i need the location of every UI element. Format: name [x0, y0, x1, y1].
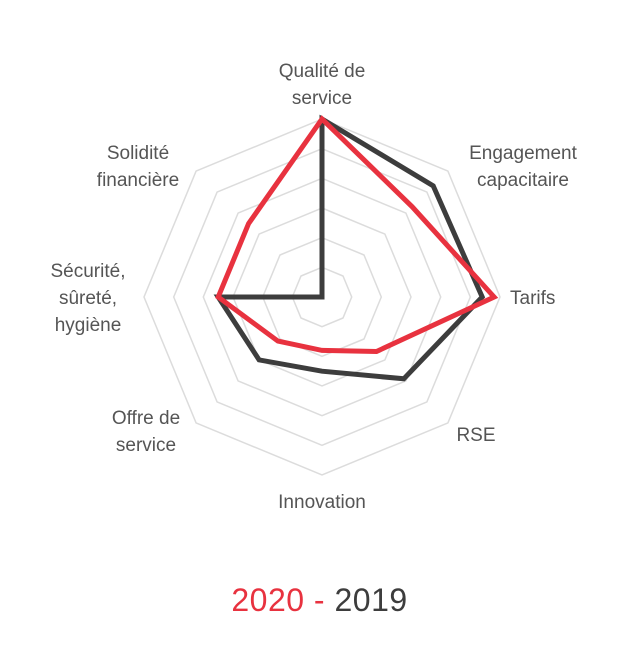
axis-label-line: RSE [456, 425, 495, 446]
grid-ring [143, 118, 501, 476]
axis-label-line: service [292, 88, 352, 109]
axis-label-5: Offre de service [112, 408, 180, 456]
radar-grid [143, 118, 501, 476]
grid-ring [202, 177, 442, 417]
axis-label-line: Qualité de [279, 61, 366, 82]
legend-item-2020: 2020 [231, 582, 305, 618]
axis-label-line: Sécurité, [51, 261, 126, 282]
axis-label-line: financière [97, 170, 179, 191]
axis-label-line: capacitaire [477, 170, 569, 191]
grid-ring [232, 207, 412, 387]
axis-label-line: service [116, 435, 176, 456]
legend-separator: - [313, 582, 326, 618]
grid-ring [291, 266, 353, 328]
axis-label-0: Qualité de service [279, 61, 366, 109]
grid-ring [172, 147, 472, 447]
axis-label-2: Tarifs [510, 288, 555, 309]
axis-label-line: Innovation [278, 492, 366, 513]
axis-label-line: Engagement [469, 143, 577, 164]
axis-label-line: Tarifs [510, 288, 555, 309]
axis-label-6: Sécurité, sûreté, hygiène [51, 261, 126, 336]
axis-label-7: Solidité financière [97, 143, 179, 191]
legend-item-2019: 2019 [334, 582, 408, 618]
series-2019 [213, 114, 486, 382]
axis-label-1: Engagement capacitaire [469, 143, 577, 191]
radar-series [213, 114, 499, 382]
axis-label-line: hygiène [55, 315, 122, 336]
series-2020 [215, 115, 499, 355]
axis-label-3: RSE [456, 425, 495, 446]
axis-labels: Qualité de service Engagement capacitaire Ta… [51, 61, 578, 513]
grid-ring [261, 236, 383, 358]
axis-label-line: Solidité [107, 143, 169, 164]
legend: 2020 - 2019 [0, 582, 639, 619]
axis-label-4: Innovation [278, 492, 366, 513]
axis-label-line: sûreté, [59, 288, 117, 309]
axis-label-line: Offre de [112, 408, 180, 429]
